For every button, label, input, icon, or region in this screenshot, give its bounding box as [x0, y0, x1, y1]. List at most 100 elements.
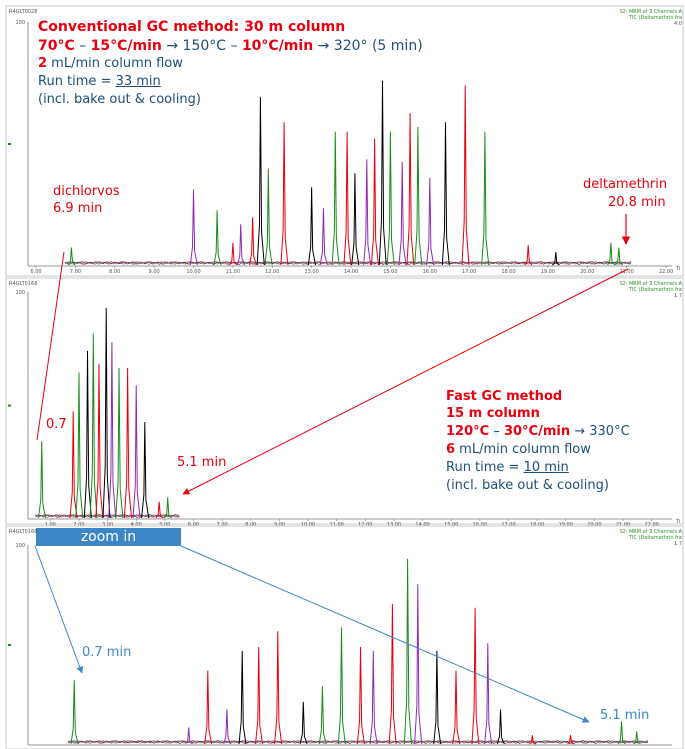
connector-deltamethrin-to-fast	[182, 268, 629, 495]
fast-temp-start: 120°C	[446, 424, 490, 439]
corner-info-bot-2: TIC (Deltamethrin fra	[628, 535, 682, 541]
conv-flow-text: mL/min column flow	[47, 56, 183, 71]
x-tick-label: 20.00	[580, 269, 594, 275]
peak	[69, 411, 78, 519]
peak	[132, 385, 141, 519]
baseline-noise	[65, 261, 632, 266]
peak	[441, 122, 450, 266]
x-tick-label: 16.00	[423, 269, 437, 275]
panel-frame	[5, 277, 684, 525]
conv-temp-sep: –	[74, 38, 91, 54]
x-tick-label: 20.00	[587, 522, 601, 528]
peak	[524, 245, 533, 266]
peak	[331, 131, 340, 266]
x-tick-label: 9.00	[149, 269, 160, 275]
x-unit-label: Ti	[675, 266, 680, 272]
fast-temp-sep: –	[489, 424, 504, 439]
peak	[461, 85, 470, 266]
conv-flow-value: 2	[38, 56, 48, 71]
peak	[238, 650, 247, 745]
x-tick-label: 10.00	[186, 269, 200, 275]
fast-runtime-prefix: Run time =	[446, 460, 524, 475]
peak	[229, 242, 238, 266]
x-tick-label: 17.00	[501, 522, 515, 528]
corner-info-bot-1: S2: MRM of 3 Channels A	[619, 529, 682, 535]
peak	[378, 80, 387, 266]
peak	[471, 607, 480, 745]
peak	[496, 709, 505, 745]
panel-middle: 100 1.00 2.00 3.00 4.00 5.00 6.00 7.00 8.00 9.00 1…	[5, 277, 684, 528]
peak	[319, 208, 328, 266]
x-tick-label: 12.00	[358, 522, 372, 528]
fast-runtime-value: 10 min	[523, 460, 569, 475]
peak	[115, 367, 124, 519]
peak	[363, 159, 372, 266]
conv-ramp-2: 10°C/min	[241, 38, 314, 54]
label-bottom-last-peak: 5.1 min	[600, 708, 650, 723]
corner-info-top-3: 4.0	[674, 21, 682, 27]
x-tick-label: 19.00	[541, 269, 555, 275]
x-tick-label: 21.00	[616, 522, 630, 528]
peak	[223, 709, 232, 745]
y-tick-label: 100	[15, 543, 25, 549]
x-tick-label: 8.00	[109, 269, 120, 275]
fast-flow-text: mL/min column flow	[455, 442, 591, 457]
conv-temp-mid: → 150°C –	[161, 38, 242, 54]
x-tick-label: 1.00	[45, 522, 56, 528]
peak	[95, 363, 104, 519]
peak	[452, 670, 461, 745]
fast-method-title: Fast GC method	[446, 389, 563, 404]
x-tick-label: 21.00	[619, 269, 633, 275]
x-unit-label: Ti	[675, 519, 680, 525]
peak	[83, 350, 92, 519]
baseline-noise	[35, 514, 180, 519]
x-tick-label: 7.00	[70, 269, 81, 275]
panel-frame	[5, 525, 684, 749]
corner-info-mid-2: TIC (Deltamethrin fra	[628, 287, 682, 293]
y-axis-marker	[8, 143, 11, 145]
x-tick-label: 17.00	[462, 269, 476, 275]
conv-temp-start: 70°C	[38, 38, 75, 54]
peak	[307, 187, 316, 266]
run-id-top: R4GLT0028	[9, 9, 38, 15]
conventional-bake: (incl. bake out & cooling)	[38, 92, 201, 107]
fast-bake: (incl. bake out & cooling)	[446, 478, 609, 493]
peak	[388, 603, 397, 745]
x-tick-label: 11.00	[226, 269, 240, 275]
fast-flow: 6 mL/min column flow	[446, 442, 591, 458]
peak	[38, 441, 47, 519]
peak	[108, 342, 117, 519]
peak	[256, 96, 265, 266]
label-dichlorvos-time: 6.9 min	[53, 201, 103, 216]
x-tick-label: 15.00	[444, 522, 458, 528]
peak	[255, 646, 264, 745]
zoom-in-banner: zoom in	[36, 528, 181, 546]
x-tick-label: 15.00	[383, 269, 397, 275]
run-id-bottom: R4GLT0168	[9, 529, 38, 535]
x-tick-label: 22.00	[645, 522, 659, 528]
conv-ramp-1: 15°C/min	[90, 38, 162, 54]
peak	[386, 131, 395, 266]
corner-info-mid-3: 1.7	[674, 293, 682, 299]
y-axis-marker	[8, 644, 11, 646]
conventional-runtime: Run time = 33 min	[38, 74, 161, 90]
peak	[343, 131, 352, 266]
x-tick-label: 13.00	[304, 269, 318, 275]
x-tick-label: 10.00	[301, 522, 315, 528]
peak	[403, 558, 412, 745]
peak	[237, 224, 246, 266]
label-deltamethrin-time: 20.8 min	[608, 195, 666, 210]
corner-info-top-2: TIC (Deltamethrin fra	[628, 15, 682, 21]
label-mid-first-peak: 0.7	[46, 417, 67, 432]
peak	[280, 122, 289, 266]
label-deltamethrin-name: deltamethrin	[583, 177, 668, 192]
y-axis-marker	[8, 404, 11, 407]
peak	[351, 173, 360, 266]
fast-temp-program: 120°C – 30°C/min → 330°C	[446, 424, 630, 440]
x-tick-label: 13.00	[387, 522, 401, 528]
peak	[617, 721, 626, 745]
connector-lines	[34, 214, 631, 723]
peak	[528, 735, 537, 745]
conventional-method-title: Conventional GC method: 30 m column	[38, 19, 346, 35]
